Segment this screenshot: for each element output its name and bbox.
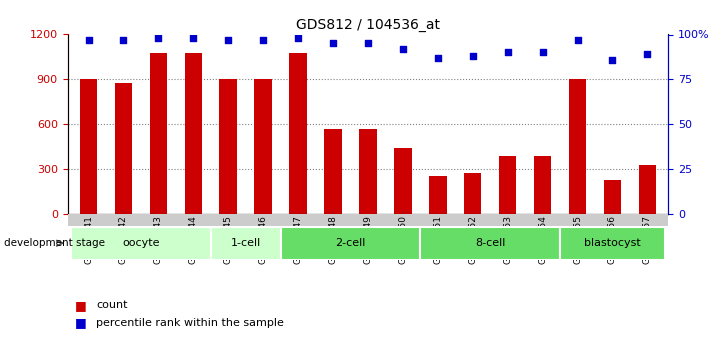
Point bbox=[397, 46, 409, 52]
Bar bbox=[281, 227, 420, 260]
Text: 1-cell: 1-cell bbox=[230, 238, 261, 248]
Text: GSM22552: GSM22552 bbox=[469, 215, 477, 264]
Text: GSM22556: GSM22556 bbox=[608, 215, 617, 264]
Bar bbox=[604, 179, 621, 214]
Bar bbox=[220, 79, 237, 214]
Text: GSM22555: GSM22555 bbox=[573, 215, 582, 264]
Text: GSM22541: GSM22541 bbox=[84, 215, 93, 264]
Title: GDS812 / 104536_at: GDS812 / 104536_at bbox=[296, 18, 440, 32]
Text: GSM22557: GSM22557 bbox=[643, 215, 652, 264]
Text: count: count bbox=[96, 300, 127, 310]
Point bbox=[606, 57, 618, 62]
Text: percentile rank within the sample: percentile rank within the sample bbox=[96, 318, 284, 327]
Text: 8-cell: 8-cell bbox=[475, 238, 506, 248]
Text: blastocyst: blastocyst bbox=[584, 238, 641, 248]
Text: GSM22549: GSM22549 bbox=[363, 215, 373, 264]
Text: GSM22543: GSM22543 bbox=[154, 215, 163, 264]
Point bbox=[82, 37, 94, 43]
Bar bbox=[429, 176, 447, 214]
Text: GSM22545: GSM22545 bbox=[224, 215, 232, 264]
Point bbox=[118, 37, 129, 43]
Text: GSM22548: GSM22548 bbox=[328, 215, 338, 264]
Point bbox=[572, 37, 583, 43]
Point bbox=[292, 35, 304, 41]
Text: ■: ■ bbox=[75, 299, 87, 312]
Bar bbox=[394, 148, 412, 214]
Text: oocyte: oocyte bbox=[122, 238, 160, 248]
Text: GSM22551: GSM22551 bbox=[433, 215, 442, 264]
Bar bbox=[359, 129, 377, 214]
Point bbox=[153, 35, 164, 41]
Bar bbox=[210, 227, 281, 260]
Text: ■: ■ bbox=[75, 316, 87, 329]
Point bbox=[642, 51, 653, 57]
Point bbox=[432, 55, 444, 61]
Bar bbox=[569, 79, 587, 214]
Point bbox=[188, 35, 199, 41]
Bar bbox=[499, 156, 516, 214]
Bar bbox=[324, 129, 342, 214]
Text: GSM22554: GSM22554 bbox=[538, 215, 547, 264]
Point bbox=[223, 37, 234, 43]
Text: GSM22553: GSM22553 bbox=[503, 215, 512, 264]
Bar bbox=[185, 53, 202, 214]
Bar bbox=[80, 79, 97, 214]
Bar bbox=[114, 83, 132, 214]
Point bbox=[502, 50, 513, 55]
Text: GSM22550: GSM22550 bbox=[398, 215, 407, 264]
Bar bbox=[255, 79, 272, 214]
Text: development stage: development stage bbox=[4, 238, 105, 248]
Bar bbox=[420, 227, 560, 260]
Bar bbox=[149, 53, 167, 214]
Text: GSM22547: GSM22547 bbox=[294, 215, 303, 264]
Bar bbox=[289, 53, 307, 214]
Text: GSM22542: GSM22542 bbox=[119, 215, 128, 264]
Bar bbox=[560, 227, 665, 260]
Point bbox=[327, 41, 338, 46]
Text: 2-cell: 2-cell bbox=[336, 238, 365, 248]
Text: GSM22546: GSM22546 bbox=[259, 215, 267, 264]
Bar bbox=[464, 173, 481, 214]
Text: GSM22544: GSM22544 bbox=[189, 215, 198, 264]
Bar bbox=[638, 165, 656, 214]
Point bbox=[537, 50, 548, 55]
Point bbox=[362, 41, 373, 46]
Bar bbox=[71, 227, 210, 260]
Point bbox=[467, 53, 479, 59]
Point bbox=[257, 37, 269, 43]
Bar bbox=[534, 156, 551, 214]
